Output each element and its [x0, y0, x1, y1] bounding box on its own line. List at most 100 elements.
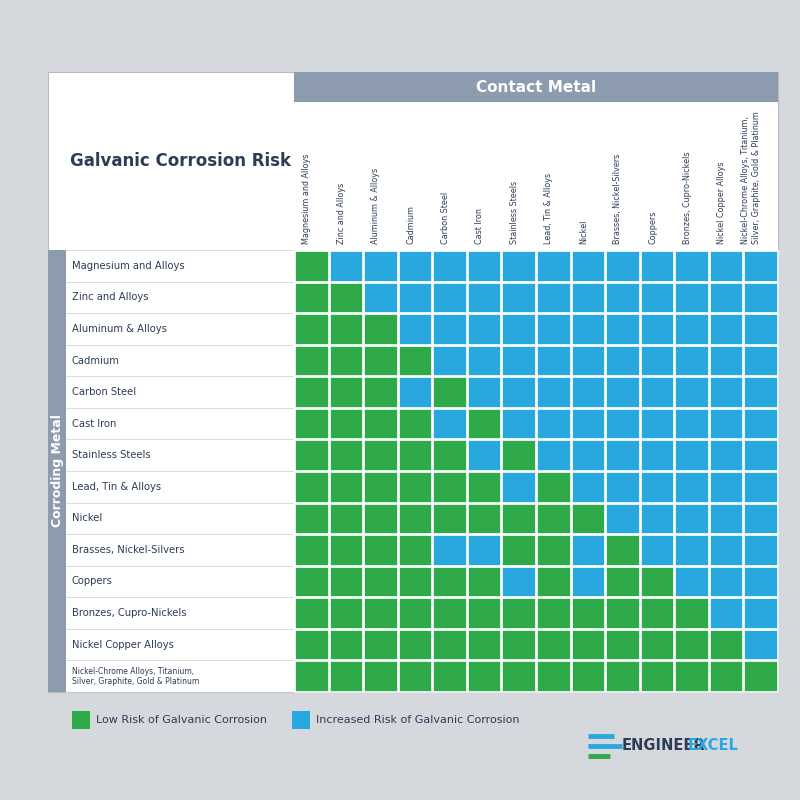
Bar	[641, 346, 674, 375]
Bar	[710, 566, 742, 596]
Text: Zinc and Alloys: Zinc and Alloys	[72, 292, 149, 302]
Text: Nickel: Nickel	[579, 220, 588, 244]
Bar	[502, 409, 535, 438]
Bar	[398, 598, 431, 628]
Bar	[537, 662, 570, 691]
Bar	[295, 662, 327, 691]
Bar	[398, 662, 431, 691]
Bar	[48, 250, 66, 692]
Bar	[364, 598, 397, 628]
Text: EXCEL: EXCEL	[688, 738, 739, 754]
Text: Nickel: Nickel	[72, 514, 102, 523]
Bar	[295, 282, 327, 312]
Text: Magnesium and Alloys: Magnesium and Alloys	[302, 154, 311, 244]
Text: Aluminum & Alloys: Aluminum & Alloys	[72, 324, 167, 334]
Bar	[468, 251, 501, 281]
Bar	[745, 535, 777, 565]
Bar	[571, 566, 604, 596]
Bar	[606, 598, 638, 628]
Bar	[641, 251, 674, 281]
Text: Stainless Steels: Stainless Steels	[510, 181, 518, 244]
Bar	[434, 314, 466, 344]
Bar	[745, 251, 777, 281]
Text: Low Risk of Galvanic Corrosion: Low Risk of Galvanic Corrosion	[96, 715, 267, 725]
Bar	[606, 346, 638, 375]
Bar	[571, 282, 604, 312]
Bar	[710, 503, 742, 533]
Text: Cadmium: Cadmium	[406, 205, 415, 244]
Bar	[537, 503, 570, 533]
Bar	[468, 409, 501, 438]
Bar	[641, 378, 674, 407]
Bar	[398, 378, 431, 407]
Bar	[641, 662, 674, 691]
Bar	[364, 346, 397, 375]
Bar	[468, 346, 501, 375]
Bar	[606, 282, 638, 312]
Bar	[537, 472, 570, 502]
Bar	[641, 472, 674, 502]
Bar	[330, 378, 362, 407]
Bar	[364, 503, 397, 533]
Bar	[606, 566, 638, 596]
Bar	[468, 566, 501, 596]
Text: Increased Risk of Galvanic Corrosion: Increased Risk of Galvanic Corrosion	[316, 715, 519, 725]
Text: Carbon Steel: Carbon Steel	[441, 192, 450, 244]
Bar	[641, 441, 674, 470]
Bar	[364, 662, 397, 691]
Bar	[468, 662, 501, 691]
Bar	[468, 630, 501, 659]
Bar	[468, 535, 501, 565]
Bar	[468, 503, 501, 533]
Bar	[675, 346, 708, 375]
Bar	[571, 662, 604, 691]
Bar	[330, 314, 362, 344]
Text: Zinc and Alloys: Zinc and Alloys	[337, 182, 346, 244]
Bar	[675, 251, 708, 281]
Bar	[675, 630, 708, 659]
Bar	[398, 441, 431, 470]
Bar	[571, 503, 604, 533]
Bar	[502, 503, 535, 533]
Text: Nickel Copper Alloys: Nickel Copper Alloys	[72, 640, 174, 650]
Text: Bronzes, Cupro-Nickels: Bronzes, Cupro-Nickels	[72, 608, 186, 618]
Bar	[745, 409, 777, 438]
Bar	[710, 630, 742, 659]
Bar	[571, 314, 604, 344]
Bar	[606, 441, 638, 470]
Bar	[537, 378, 570, 407]
Text: Contact Metal: Contact Metal	[476, 79, 596, 94]
Bar	[502, 535, 535, 565]
Bar	[710, 598, 742, 628]
Bar	[571, 378, 604, 407]
Text: Magnesium and Alloys: Magnesium and Alloys	[72, 261, 185, 270]
Bar	[364, 314, 397, 344]
Bar	[745, 566, 777, 596]
Bar	[675, 409, 708, 438]
Bar	[330, 282, 362, 312]
Bar	[675, 378, 708, 407]
Bar	[364, 282, 397, 312]
Bar	[537, 535, 570, 565]
Bar	[295, 441, 327, 470]
Bar	[468, 314, 501, 344]
Bar	[710, 409, 742, 438]
Bar	[364, 535, 397, 565]
Bar	[502, 378, 535, 407]
Bar	[295, 630, 327, 659]
Bar	[398, 472, 431, 502]
Bar	[745, 441, 777, 470]
Bar	[364, 409, 397, 438]
Text: Brasses, Nickel-Silvers: Brasses, Nickel-Silvers	[72, 545, 185, 555]
Text: Nickel-Chrome Alloys, Titanium,
Silver, Graphite, Gold & Platinum: Nickel-Chrome Alloys, Titanium, Silver, …	[72, 666, 199, 686]
Bar	[398, 535, 431, 565]
Bar	[745, 346, 777, 375]
Bar	[330, 472, 362, 502]
Bar	[710, 346, 742, 375]
Bar	[571, 409, 604, 438]
Bar	[330, 346, 362, 375]
Bar	[745, 378, 777, 407]
Bar	[292, 711, 310, 729]
Bar	[434, 566, 466, 596]
Bar	[502, 346, 535, 375]
